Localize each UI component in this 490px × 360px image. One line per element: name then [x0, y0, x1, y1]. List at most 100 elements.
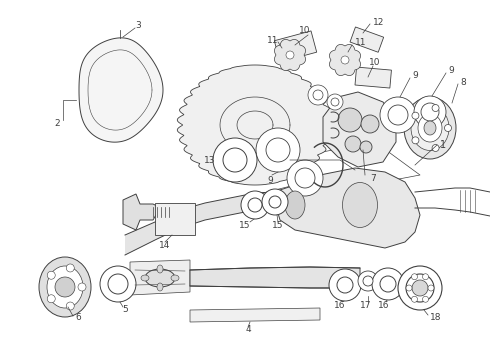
Circle shape	[66, 264, 74, 272]
Text: 12: 12	[373, 18, 384, 27]
Polygon shape	[123, 194, 163, 230]
Text: 7: 7	[370, 174, 376, 183]
Text: 9: 9	[267, 176, 273, 185]
Circle shape	[358, 271, 378, 291]
Text: 2: 2	[54, 118, 60, 127]
Circle shape	[398, 266, 442, 310]
Text: 13: 13	[203, 156, 215, 165]
Circle shape	[412, 280, 428, 296]
Circle shape	[108, 274, 128, 294]
Circle shape	[78, 283, 86, 291]
Polygon shape	[79, 38, 163, 142]
Polygon shape	[177, 65, 333, 185]
Circle shape	[421, 103, 439, 121]
Circle shape	[360, 141, 372, 153]
Circle shape	[372, 268, 404, 300]
Text: 18: 18	[430, 314, 441, 323]
Bar	[350, 27, 384, 52]
Bar	[155, 203, 195, 235]
Circle shape	[432, 104, 439, 112]
Circle shape	[412, 296, 417, 302]
Text: 11: 11	[267, 36, 278, 45]
Circle shape	[406, 274, 434, 302]
Circle shape	[388, 105, 408, 125]
Circle shape	[287, 160, 323, 196]
Ellipse shape	[418, 114, 442, 142]
Circle shape	[213, 138, 257, 182]
Circle shape	[327, 94, 343, 110]
Circle shape	[412, 112, 419, 119]
Circle shape	[412, 274, 417, 280]
Circle shape	[345, 136, 361, 152]
Ellipse shape	[343, 183, 377, 228]
Ellipse shape	[157, 265, 163, 273]
Text: 9: 9	[448, 66, 454, 75]
Ellipse shape	[145, 269, 175, 287]
Circle shape	[331, 98, 339, 106]
Text: 10: 10	[369, 58, 381, 67]
Ellipse shape	[406, 270, 434, 306]
Circle shape	[47, 271, 55, 279]
Text: 3: 3	[135, 21, 141, 30]
Text: 4: 4	[245, 325, 251, 334]
Circle shape	[55, 277, 75, 297]
Bar	[355, 67, 392, 88]
Text: 15: 15	[239, 220, 251, 230]
Text: 14: 14	[159, 240, 171, 249]
Ellipse shape	[285, 191, 305, 219]
Circle shape	[223, 148, 247, 172]
Circle shape	[241, 191, 269, 219]
Circle shape	[412, 137, 419, 144]
Polygon shape	[275, 168, 420, 248]
Polygon shape	[130, 260, 190, 295]
Ellipse shape	[424, 121, 436, 135]
Ellipse shape	[404, 97, 456, 159]
Polygon shape	[274, 40, 306, 71]
Text: 8: 8	[460, 77, 466, 86]
Circle shape	[329, 269, 361, 301]
Circle shape	[338, 108, 362, 132]
Circle shape	[380, 276, 396, 292]
Text: 5: 5	[122, 306, 128, 315]
Circle shape	[422, 274, 428, 280]
Ellipse shape	[141, 275, 149, 281]
Text: 16: 16	[378, 301, 390, 310]
Text: 9: 9	[412, 71, 418, 80]
Polygon shape	[323, 92, 396, 167]
Text: 10: 10	[299, 26, 311, 35]
Circle shape	[248, 198, 262, 212]
Circle shape	[337, 277, 353, 293]
Ellipse shape	[47, 266, 83, 308]
Circle shape	[256, 128, 300, 172]
Text: 15: 15	[272, 220, 284, 230]
Circle shape	[380, 97, 416, 133]
Circle shape	[295, 168, 315, 188]
Ellipse shape	[39, 257, 91, 317]
Ellipse shape	[157, 283, 163, 291]
Circle shape	[286, 51, 294, 59]
Circle shape	[266, 138, 290, 162]
Circle shape	[414, 96, 446, 128]
Text: 11: 11	[355, 37, 367, 46]
Text: 1: 1	[440, 140, 446, 150]
Polygon shape	[190, 308, 320, 322]
Circle shape	[66, 302, 74, 310]
Circle shape	[444, 125, 451, 131]
Circle shape	[363, 276, 373, 286]
Circle shape	[313, 90, 323, 100]
Circle shape	[422, 296, 428, 302]
Circle shape	[361, 115, 379, 133]
Circle shape	[269, 196, 281, 208]
Ellipse shape	[411, 105, 449, 150]
Circle shape	[432, 144, 439, 152]
Polygon shape	[329, 45, 361, 76]
Polygon shape	[190, 267, 360, 288]
Circle shape	[308, 85, 328, 105]
Circle shape	[262, 189, 288, 215]
Text: 17: 17	[360, 301, 372, 310]
Circle shape	[406, 285, 412, 291]
Circle shape	[100, 266, 136, 302]
Circle shape	[47, 295, 55, 303]
Circle shape	[341, 56, 349, 64]
Circle shape	[428, 285, 434, 291]
